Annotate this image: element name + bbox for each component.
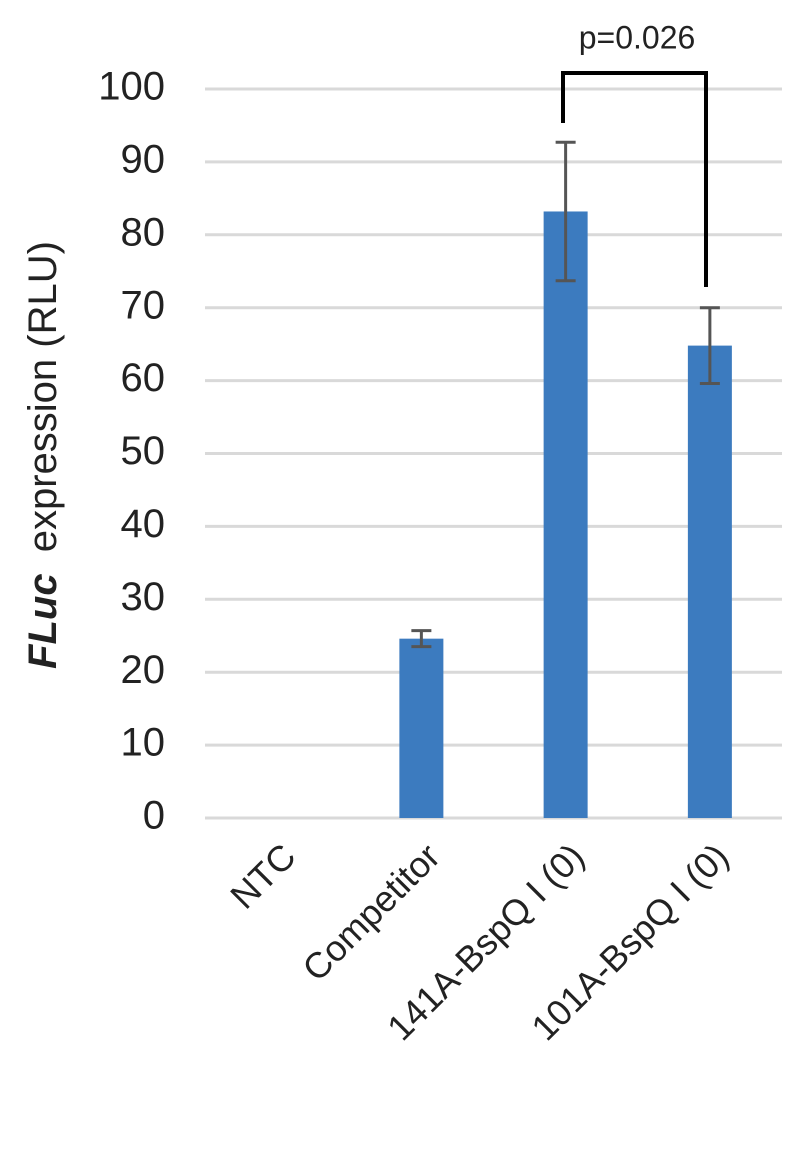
significance-bracket xyxy=(561,71,708,287)
y-axis-label-rest: expression (RLU) xyxy=(21,241,65,552)
y-tick-label: 20 xyxy=(121,648,166,692)
x-tick-label: NTC xyxy=(222,835,303,916)
y-tick-label: 0 xyxy=(143,794,165,838)
annotation: p=0.026 xyxy=(579,19,696,55)
y-tick-label: 70 xyxy=(121,283,166,327)
y-tick-label: 60 xyxy=(121,356,166,400)
plot-area: 0102030405060708090100NTCCompetitor141A-… xyxy=(98,65,782,1048)
bar xyxy=(687,345,732,818)
y-axis-label-emphasis: FLuc xyxy=(21,573,65,669)
y-tick-label: 30 xyxy=(121,575,166,619)
y-tick-label: 40 xyxy=(121,502,166,546)
x-tick-label: Competitor xyxy=(294,835,447,988)
y-axis-label: FLuc expression (RLU) xyxy=(21,241,65,669)
y-tick-label: 80 xyxy=(121,210,166,254)
y-tick-label: 100 xyxy=(98,65,165,109)
y-tick-label: 50 xyxy=(121,429,166,473)
bar xyxy=(399,638,444,818)
y-tick-label: 10 xyxy=(121,721,166,765)
y-tick-label: 90 xyxy=(121,137,166,181)
bar xyxy=(543,211,588,819)
